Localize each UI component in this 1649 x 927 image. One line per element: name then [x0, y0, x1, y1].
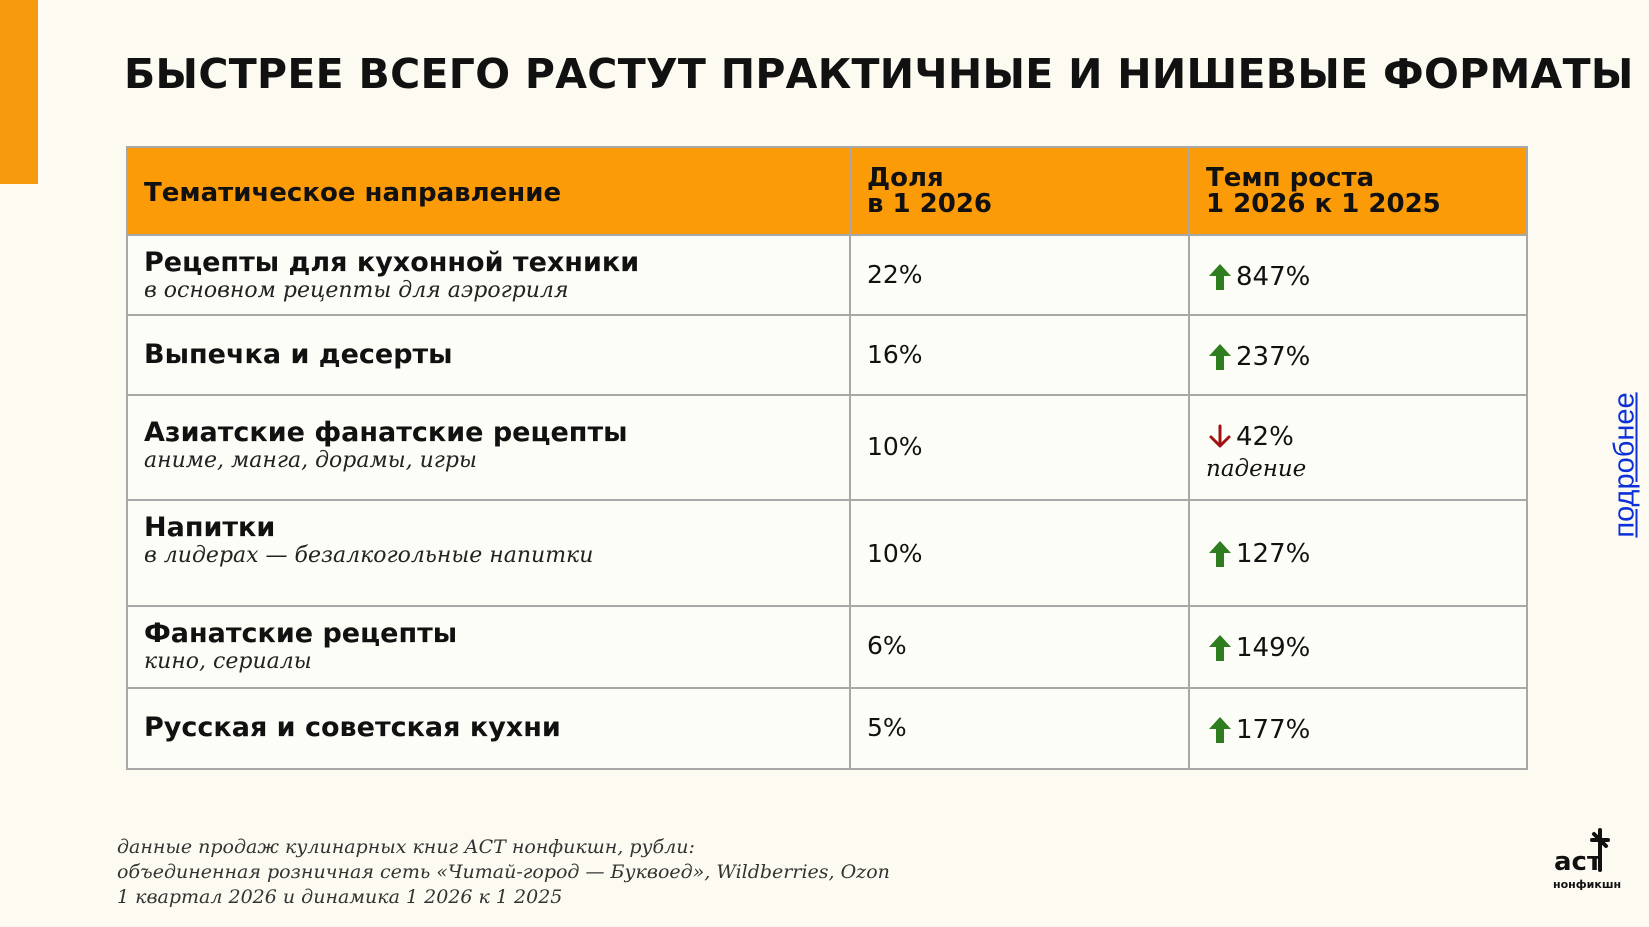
- growth-cell: 149%: [1188, 605, 1528, 689]
- share-cell: 10%: [849, 394, 1190, 501]
- header-category: Тематическое направление: [126, 146, 851, 236]
- growth-note: падение: [1206, 456, 1307, 482]
- share-cell: 22%: [849, 234, 1190, 316]
- more-link-label[interactable]: подробнее: [1608, 392, 1641, 538]
- page-title: БЫСТРЕЕ ВСЕГО РАСТУТ ПРАКТИЧНЫЕ И НИШЕВЫ…: [124, 50, 1634, 98]
- table-row: Азиатские фанатские рецепты аниме, манга…: [126, 394, 1528, 501]
- arrow-up-icon: [1206, 262, 1234, 292]
- category-name: Азиатские фанатские рецепты: [144, 417, 628, 448]
- header-share-line1: Доля: [867, 163, 944, 193]
- category-subtitle: аниме, манга, дорамы, игры: [144, 448, 477, 473]
- growth-value: 177%: [1236, 715, 1311, 745]
- footnote-line: объединенная розничная сеть «Читай-город…: [117, 861, 890, 883]
- share-cell: 16%: [849, 314, 1190, 396]
- share-cell: 10%: [849, 499, 1190, 607]
- logo-text-bottom: нонфикшн: [1553, 878, 1621, 891]
- growth-value: 237%: [1236, 342, 1311, 372]
- accent-bar: [0, 0, 38, 184]
- header-growth-line1: Темп роста: [1206, 163, 1375, 193]
- category-name: Русская и советская кухни: [144, 712, 561, 743]
- share-value: 5%: [867, 713, 907, 742]
- category-cell: Выпечка и десерты: [126, 314, 851, 396]
- share-value: 16%: [867, 340, 923, 369]
- table-row: Рецепты для кухонной техники в основном …: [126, 234, 1528, 316]
- category-name: Рецепты для кухонной техники: [144, 247, 640, 278]
- footnote-line: 1 квартал 2026 и динамика 1 2026 к 1 202…: [117, 886, 563, 908]
- share-value: 10%: [867, 539, 923, 568]
- share-cell: 6%: [849, 605, 1190, 689]
- footnote: данные продаж кулинарных книг АСТ нонфик…: [117, 835, 890, 910]
- table-row: Русская и советская кухни 5% 177%: [126, 687, 1528, 770]
- arrow-up-icon: [1206, 539, 1234, 569]
- category-name: Напитки: [144, 512, 276, 543]
- growth-cell: 177%: [1188, 687, 1528, 770]
- growth-table: Тематическое направление Доля в 1 2026 Т…: [126, 146, 1528, 770]
- growth-value: 149%: [1236, 633, 1311, 663]
- category-cell: Фанатские рецепты кино, сериалы: [126, 605, 851, 689]
- category-subtitle: кино, сериалы: [144, 649, 312, 674]
- logo-text-top: аст: [1554, 847, 1602, 877]
- table-row: Выпечка и десерты 16% 237%: [126, 314, 1528, 396]
- growth-cell: 127%: [1188, 499, 1528, 607]
- footnote-line: данные продаж кулинарных книг АСТ нонфик…: [117, 836, 695, 858]
- share-value: 22%: [867, 260, 923, 289]
- growth-cell: 237%: [1188, 314, 1528, 396]
- header-share-line2: в 1 2026: [867, 189, 993, 219]
- growth-value: 847%: [1236, 262, 1311, 292]
- growth-value: 127%: [1236, 539, 1311, 569]
- category-cell: Русская и советская кухни: [126, 687, 851, 770]
- header-share: Доля в 1 2026: [849, 146, 1190, 236]
- category-cell: Напитки в лидерах — безалкогольные напит…: [126, 499, 851, 607]
- arrow-up-icon: [1206, 633, 1234, 663]
- category-name: Фанатские рецепты: [144, 618, 458, 649]
- share-cell: 5%: [849, 687, 1190, 770]
- header-category-label: Тематическое направление: [144, 178, 562, 208]
- share-value: 6%: [867, 631, 907, 660]
- arrow-up-icon: [1206, 342, 1234, 372]
- table-header-row: Тематическое направление Доля в 1 2026 Т…: [126, 146, 1528, 236]
- arrow-down-icon: [1206, 422, 1234, 452]
- growth-value: 42%: [1236, 422, 1294, 452]
- category-name: Выпечка и десерты: [144, 339, 453, 370]
- table-row: Фанатские рецепты кино, сериалы 6% 149%: [126, 605, 1528, 689]
- more-link[interactable]: подробнее: [1600, 375, 1649, 555]
- share-value: 10%: [867, 432, 923, 461]
- arrow-up-icon: [1206, 715, 1234, 745]
- growth-cell: 847%: [1188, 234, 1528, 316]
- header-growth-line2: 1 2026 к 1 2025: [1206, 189, 1441, 219]
- category-cell: Азиатские фанатские рецепты аниме, манга…: [126, 394, 851, 501]
- header-growth: Темп роста 1 2026 к 1 2025: [1188, 146, 1528, 236]
- category-subtitle: в основном рецепты для аэрогриля: [144, 278, 569, 303]
- category-subtitle: в лидерах — безалкогольные напитки: [144, 543, 594, 568]
- category-cell: Рецепты для кухонной техники в основном …: [126, 234, 851, 316]
- growth-cell: 42% падение: [1188, 394, 1528, 501]
- table-row: Напитки в лидерах — безалкогольные напит…: [126, 499, 1528, 607]
- ast-logo: аст нонфикшн: [1552, 826, 1624, 894]
